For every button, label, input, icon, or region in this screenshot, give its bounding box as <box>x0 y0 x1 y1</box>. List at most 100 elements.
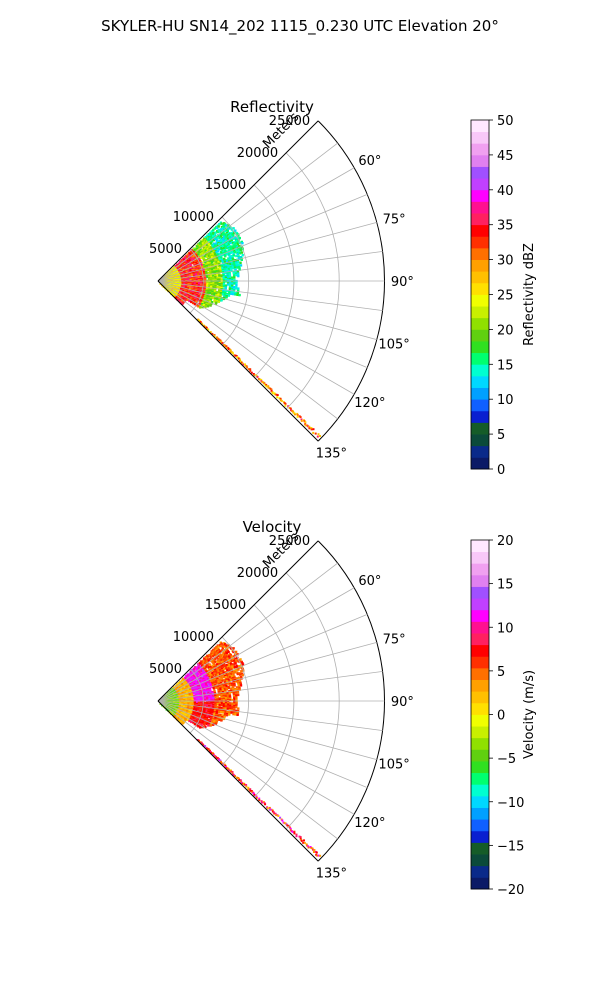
echo-gate-2276 <box>191 301 195 305</box>
echo-gate-1556 <box>228 704 232 707</box>
echo-gate-549 <box>229 241 232 245</box>
echo-gate-1741 <box>222 291 225 294</box>
echo-gate-620 <box>208 256 212 259</box>
echo-gate-1255 <box>232 271 235 275</box>
echo-gate-470 <box>234 654 237 657</box>
echo-gate-959 <box>239 676 243 679</box>
echo-gate-2366 <box>179 720 183 724</box>
echo-gate-1902 <box>202 713 205 716</box>
echo-gate-861 <box>207 683 210 686</box>
reflectivity-panel: Reflectivity 50001000015000200002500060°… <box>149 98 537 478</box>
echo-gate-105 <box>195 247 199 251</box>
echo-gate-1463 <box>191 701 194 704</box>
echo-gate-1146 <box>227 267 231 271</box>
echo-gate-1135 <box>205 272 208 275</box>
radial-tick-label-2: 15000 <box>205 178 246 193</box>
echo-gate-686 <box>226 669 229 672</box>
echo-gate-1257 <box>216 693 219 697</box>
echo-gate-1263 <box>228 692 231 695</box>
echo-gate-652 <box>218 671 221 675</box>
echo-gate-1634 <box>226 707 229 710</box>
echo-gate-1001 <box>192 691 195 695</box>
colorbar-tick-label-0: 0 <box>497 463 505 478</box>
echo-gate-554 <box>216 668 219 672</box>
echo-gate-417 <box>232 234 235 237</box>
echo-streak-2424 <box>211 332 214 335</box>
echo-gate-1445 <box>218 700 221 703</box>
echo-gate-1742 <box>224 291 227 294</box>
echo-streak-2535 <box>319 435 321 437</box>
echo-gate-1012 <box>224 682 227 686</box>
echo-gate-933 <box>239 256 243 259</box>
echo-gate-1877 <box>212 294 216 297</box>
echo-gate-689 <box>219 253 222 256</box>
echo-gate-1292 <box>187 278 190 281</box>
echo-gate-823 <box>238 250 241 254</box>
echo-streak-2504 <box>288 407 291 409</box>
echo-gate-58 <box>208 233 211 237</box>
echo-gate-469 <box>232 655 236 658</box>
echo-gate-1682 <box>203 286 207 290</box>
echo-gate-1608 <box>237 287 240 290</box>
echo-gate-1125 <box>237 684 241 687</box>
echo-gate-153 <box>224 224 228 227</box>
echo-gate-1029 <box>236 260 240 264</box>
echo-gate-1818 <box>188 287 192 290</box>
echo-gate-1737 <box>209 709 212 712</box>
echo-gate-363 <box>220 658 223 662</box>
echo-gate-1827 <box>209 291 212 295</box>
echo-gate-152 <box>223 225 226 228</box>
colorbar-swatch-29 <box>471 120 489 133</box>
echo-gate-1380 <box>220 278 223 281</box>
echo-gate-576 <box>222 246 226 250</box>
echo-gate-819 <box>218 258 221 261</box>
echo-streak-2426 <box>213 335 216 338</box>
echo-gate-1574 <box>222 285 225 288</box>
echo-gate-274 <box>219 654 223 658</box>
echo-gate-1904 <box>206 714 209 717</box>
echo-gate-1151 <box>238 265 241 269</box>
echo-gate-1525 <box>216 702 219 706</box>
echo-gate-1174 <box>203 693 206 696</box>
echo-gate-1137 <box>209 271 212 274</box>
echo-gate-1505 <box>235 702 238 705</box>
echo-gate-830 <box>205 683 208 686</box>
echo-gate-1806 <box>227 294 231 297</box>
echo-gate-556 <box>222 665 225 669</box>
echo-gate-2005 <box>205 718 208 721</box>
echo-gate-835 <box>216 678 220 682</box>
sector-edge-0 <box>157 120 319 282</box>
echo-streak-2435 <box>222 343 225 346</box>
echo-gate-650 <box>203 259 206 263</box>
echo-gate-1688 <box>232 710 235 713</box>
echo-gate-1770 <box>228 713 231 716</box>
echo-gate-272 <box>226 229 229 233</box>
echo-gate-328 <box>223 235 226 238</box>
echo-gate-472 <box>208 251 211 254</box>
echo-gate-548 <box>227 242 230 246</box>
echo-gate-1017 <box>236 679 239 682</box>
echo-gate-1349 <box>203 278 207 281</box>
echo-gate-2053 <box>210 301 214 304</box>
echo-gate-1714 <box>224 710 227 713</box>
echo-gate-1385 <box>231 277 234 281</box>
echo-streak-2463 <box>247 368 250 371</box>
echo-gate-52 <box>196 245 199 248</box>
echo-gate-954 <box>229 679 233 682</box>
echo-gate-2089 <box>210 302 213 306</box>
echo-gate-2054 <box>214 302 218 305</box>
echo-gate-886 <box>201 686 204 689</box>
echo-gate-697 <box>238 245 241 248</box>
echo-streak-2505 <box>289 407 292 410</box>
echo-gate-655 <box>214 254 218 257</box>
echo-gate-1828 <box>196 709 200 713</box>
echo-gate-1858 <box>225 296 228 299</box>
echo-gate-160 <box>221 646 224 650</box>
echo-gate-237 <box>217 235 220 238</box>
colorbar-tick-label-8: 40 <box>497 184 514 199</box>
echo-gate-1542 <box>204 283 207 286</box>
echo-gate-147 <box>213 233 217 236</box>
echo-gate-2406 <box>171 294 175 297</box>
echo-gate-285 <box>186 260 190 263</box>
echo-gate-1746 <box>234 293 237 296</box>
